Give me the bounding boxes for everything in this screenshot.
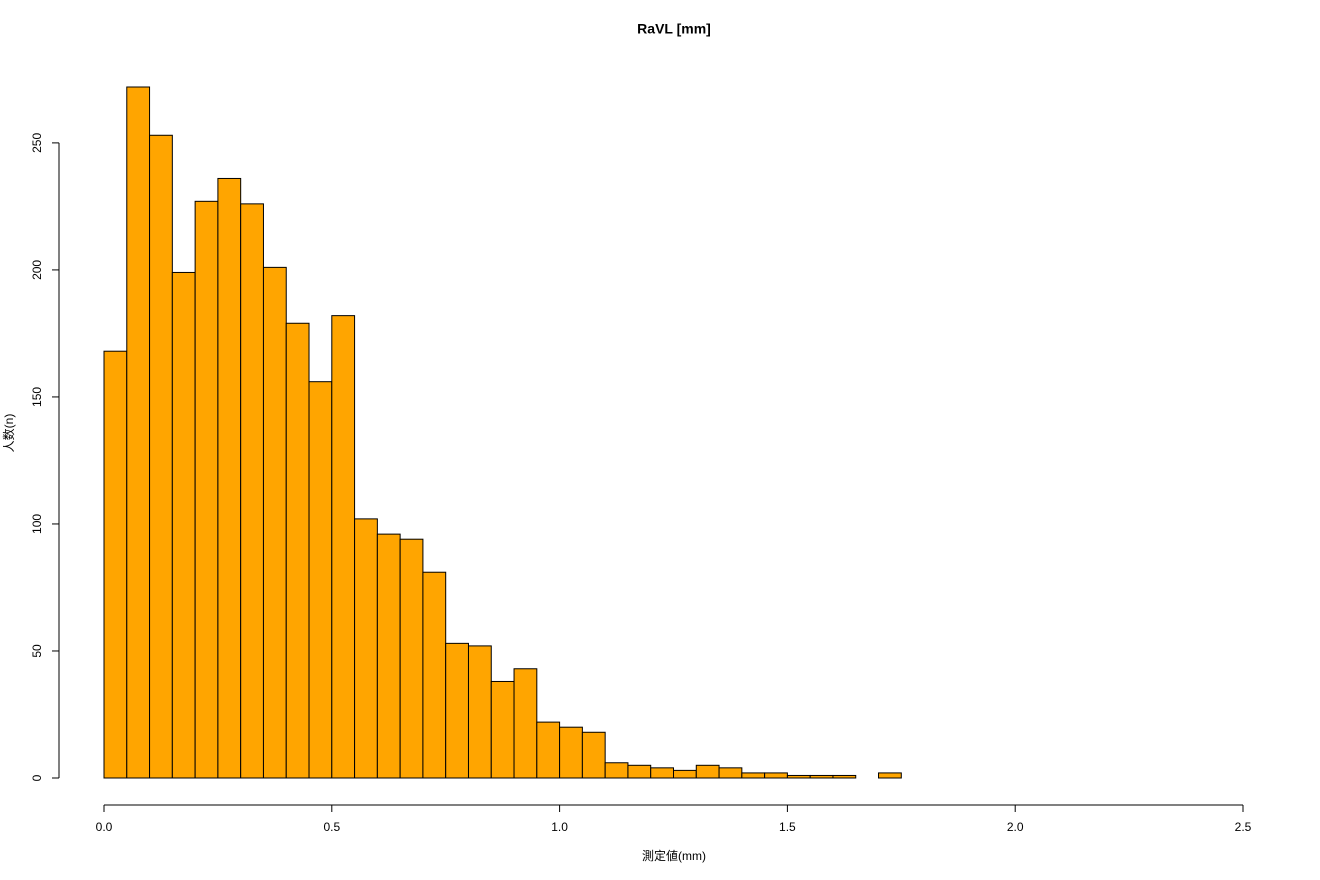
y-axis-label: 人数(n) (1, 414, 16, 453)
x-tick-label: 1.0 (551, 820, 568, 834)
histogram-bar (673, 769, 697, 779)
histogram-bar (194, 200, 219, 779)
x-axis-label: 測定値(mm) (642, 848, 706, 863)
x-tick-label: 1.5 (779, 820, 796, 834)
histogram-bar (149, 134, 173, 779)
histogram-bar (581, 731, 606, 779)
histogram-bar (399, 538, 424, 779)
y-tick-label: 150 (30, 387, 44, 407)
histogram-bar (376, 533, 401, 779)
histogram-bar (422, 571, 447, 779)
histogram-bar (308, 381, 333, 779)
y-tick-label: 100 (30, 514, 44, 534)
histogram-bar (878, 772, 902, 779)
histogram-bar (285, 322, 310, 779)
histogram-bar (832, 774, 857, 779)
histogram-bar (217, 177, 242, 779)
histogram-bar (490, 680, 515, 779)
y-tick-label: 200 (30, 260, 44, 280)
histogram-bar (559, 726, 583, 779)
histogram-bar (513, 668, 538, 779)
y-tick-label: 50 (30, 644, 44, 658)
x-tick-label: 2.5 (1235, 820, 1252, 834)
histogram-bar (126, 86, 151, 779)
histogram-bar (604, 762, 629, 779)
histogram-bar (809, 774, 834, 779)
histogram-bar (467, 645, 492, 779)
histogram-bar (650, 767, 674, 779)
histogram-bar (695, 764, 720, 779)
histogram-bar (718, 767, 743, 779)
x-tick-label: 2.0 (1007, 820, 1024, 834)
histogram-bar (764, 772, 788, 779)
y-tick-label: 0 (30, 774, 44, 781)
histogram-bar (354, 518, 378, 779)
histogram-bar (331, 315, 356, 779)
histogram-bar (786, 774, 811, 779)
x-tick-label: 0.0 (96, 820, 113, 834)
histogram-bar (262, 266, 287, 779)
histogram-bar (445, 642, 469, 779)
histogram-bar (171, 271, 196, 779)
histogram-bar (240, 203, 264, 779)
chart-title: RaVL [mm] (637, 21, 711, 37)
x-tick-label: 0.5 (323, 820, 340, 834)
histogram-bar (103, 350, 128, 779)
histogram-bar (627, 764, 652, 779)
histogram-bar (536, 721, 561, 779)
histogram-bar (741, 772, 766, 779)
y-tick-label: 250 (30, 133, 44, 153)
